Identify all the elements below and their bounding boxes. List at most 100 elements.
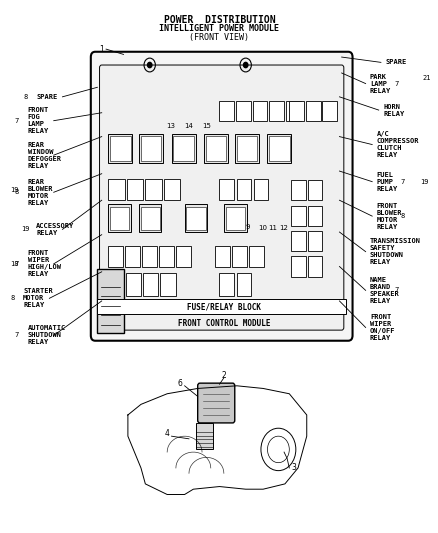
Bar (307, 206, 322, 225)
Bar (125, 246, 140, 266)
Bar (307, 180, 322, 200)
Text: 8: 8 (14, 189, 19, 195)
Bar (138, 134, 162, 163)
Text: 7: 7 (14, 261, 19, 267)
Text: HORN
RELAY: HORN RELAY (382, 103, 403, 117)
Bar (173, 136, 193, 161)
Text: A/C
COMPRESSOR
CLUTCH
RELAY: A/C COMPRESSOR CLUTCH RELAY (376, 131, 418, 158)
Text: 1: 1 (99, 45, 104, 54)
Text: 11: 11 (268, 225, 276, 231)
Bar (97, 269, 123, 333)
FancyBboxPatch shape (99, 65, 343, 330)
Text: 8: 8 (400, 213, 404, 219)
Bar (267, 134, 291, 163)
Bar (108, 134, 132, 163)
Bar (268, 136, 289, 161)
Bar (219, 179, 234, 200)
Bar (138, 205, 161, 232)
Text: REAR
WINDOW
DEFOGGER
RELAY: REAR WINDOW DEFOGGER RELAY (28, 142, 61, 168)
Bar (205, 136, 226, 161)
Text: REAR
BLOWER
MOTOR
RELAY: REAR BLOWER MOTOR RELAY (28, 179, 53, 206)
Bar (171, 134, 195, 163)
Bar (140, 207, 159, 230)
Bar (108, 246, 123, 266)
Bar (140, 136, 161, 161)
Text: 7: 7 (393, 287, 397, 293)
Bar (232, 246, 247, 266)
Bar (236, 273, 251, 296)
Text: 9: 9 (245, 224, 250, 230)
Bar (236, 179, 251, 200)
Bar (322, 101, 336, 120)
Bar (307, 256, 322, 277)
Text: NAME
BRAND
SPEAKER
RELAY: NAME BRAND SPEAKER RELAY (369, 277, 399, 304)
Bar (307, 231, 322, 251)
Text: 6: 6 (177, 378, 182, 387)
Bar (160, 273, 175, 296)
Text: SPARE: SPARE (36, 94, 57, 100)
Text: STARTER
MOTOR
RELAY: STARTER MOTOR RELAY (23, 288, 53, 308)
Bar (125, 273, 141, 296)
Bar (186, 207, 205, 230)
Bar (176, 246, 191, 266)
Bar (234, 134, 258, 163)
Text: 8: 8 (10, 295, 14, 301)
Bar (291, 180, 306, 200)
FancyBboxPatch shape (197, 383, 234, 423)
Text: 18: 18 (10, 261, 19, 267)
Text: 7: 7 (400, 179, 404, 184)
Bar (159, 246, 174, 266)
Text: 13: 13 (166, 123, 175, 128)
Text: 8: 8 (23, 94, 28, 100)
Bar (215, 246, 230, 266)
Text: 15: 15 (201, 123, 210, 128)
Bar (223, 205, 246, 232)
Text: FRONT
FOG
LAMP
RELAY: FRONT FOG LAMP RELAY (28, 107, 49, 134)
Text: TRANSMISSION
SAFETY
SHUTDOWN
RELAY: TRANSMISSION SAFETY SHUTDOWN RELAY (369, 238, 420, 265)
Text: INTELLIGENT POWER MODULE: INTELLIGENT POWER MODULE (159, 25, 279, 34)
Bar (195, 423, 212, 449)
Bar (253, 179, 268, 200)
Text: 19: 19 (21, 227, 29, 232)
Bar (110, 207, 129, 230)
Text: 7: 7 (14, 333, 19, 338)
Bar (204, 134, 228, 163)
Text: FRONT CONTROL MODULE: FRONT CONTROL MODULE (177, 319, 269, 328)
Text: SPARE: SPARE (385, 59, 406, 66)
Bar (268, 101, 283, 120)
Bar (285, 101, 300, 120)
Text: (FRONT VIEW): (FRONT VIEW) (189, 33, 249, 42)
Bar (305, 101, 320, 120)
Bar (110, 136, 130, 161)
Bar (225, 207, 244, 230)
Text: 10: 10 (258, 225, 267, 231)
Bar (219, 101, 234, 120)
FancyBboxPatch shape (91, 52, 352, 341)
Bar (143, 273, 158, 296)
Bar (108, 205, 131, 232)
Bar (127, 179, 143, 200)
Text: 19: 19 (419, 179, 428, 184)
Bar (291, 256, 306, 277)
Circle shape (243, 62, 247, 68)
Text: 7: 7 (393, 80, 397, 86)
Text: 14: 14 (184, 123, 193, 128)
Bar (142, 246, 157, 266)
Text: ACCESSORY
RELAY: ACCESSORY RELAY (36, 223, 74, 236)
Text: FRONT
WIPER
ON/OFF
RELAY: FRONT WIPER ON/OFF RELAY (369, 314, 395, 341)
Bar (97, 300, 345, 314)
Bar (289, 101, 304, 120)
Text: PARK
LAMP
RELAY: PARK LAMP RELAY (369, 74, 390, 94)
Bar (249, 246, 263, 266)
FancyBboxPatch shape (115, 367, 323, 511)
Bar (252, 101, 267, 120)
Text: FRONT
BLOWER
MOTOR
RELAY: FRONT BLOWER MOTOR RELAY (376, 203, 401, 230)
Bar (163, 179, 180, 200)
Text: 12: 12 (279, 225, 288, 231)
Text: 19: 19 (10, 187, 19, 192)
Bar (291, 231, 306, 251)
Bar (145, 179, 161, 200)
Bar (108, 179, 124, 200)
Text: AUTOMATIC
SHUTDOWN
RELAY: AUTOMATIC SHUTDOWN RELAY (28, 326, 66, 345)
Bar (236, 136, 256, 161)
